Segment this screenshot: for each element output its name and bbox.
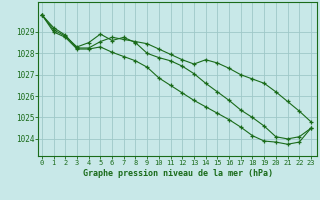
X-axis label: Graphe pression niveau de la mer (hPa): Graphe pression niveau de la mer (hPa) — [83, 169, 273, 178]
